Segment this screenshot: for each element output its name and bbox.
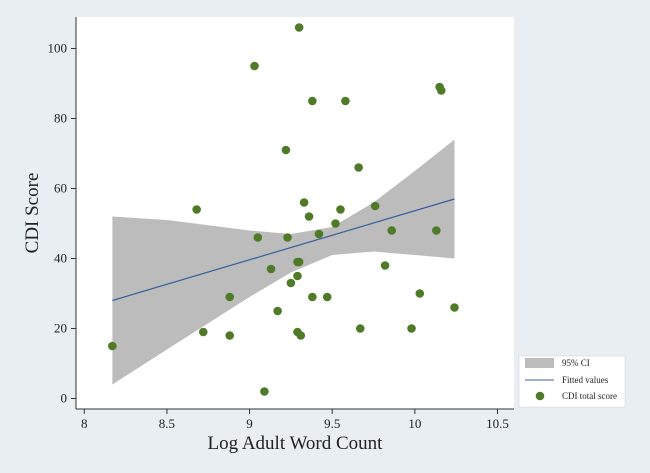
data-point xyxy=(250,61,259,71)
data-point xyxy=(283,233,292,242)
x-tick-label: 8.5 xyxy=(159,416,175,431)
legend: 95% CI Fitted values CDI total score xyxy=(518,355,626,408)
data-point xyxy=(294,257,304,267)
points-layer xyxy=(108,23,459,396)
x-tick-label: 8 xyxy=(81,416,88,431)
data-point xyxy=(273,306,282,316)
legend-ci-swatch xyxy=(525,358,554,368)
legend-fit-label: Fitted values xyxy=(562,375,609,385)
y-tick-label: 20 xyxy=(54,321,67,336)
y-tick-label: 0 xyxy=(61,391,68,406)
x-axis-title: Log Adult Word Count xyxy=(208,433,384,454)
x-tick-label: 10 xyxy=(408,416,421,431)
data-point xyxy=(286,278,296,288)
data-point xyxy=(432,226,441,235)
ci-band xyxy=(112,139,455,385)
y-tick-label: 100 xyxy=(48,41,68,56)
data-point xyxy=(450,303,459,312)
data-point xyxy=(308,96,317,106)
data-point xyxy=(299,198,309,207)
data-point xyxy=(253,233,263,242)
data-point xyxy=(387,226,396,235)
data-point xyxy=(354,163,363,172)
data-point xyxy=(260,387,269,396)
data-point xyxy=(198,327,208,337)
data-point xyxy=(308,292,317,302)
y-tick-label: 40 xyxy=(54,251,67,266)
data-point xyxy=(322,292,332,302)
x-tick-label: 9.5 xyxy=(324,416,340,431)
legend-points-label: CDI total score xyxy=(562,391,617,401)
data-point xyxy=(266,264,276,274)
data-point xyxy=(296,331,306,340)
data-point xyxy=(281,145,291,155)
legend-points-swatch xyxy=(535,391,545,401)
data-point xyxy=(108,341,117,351)
data-point xyxy=(415,289,425,298)
ci-band-layer xyxy=(112,139,455,385)
x-tick-label: 9 xyxy=(246,416,253,431)
fit-line xyxy=(112,198,455,302)
data-point xyxy=(380,261,390,270)
data-point xyxy=(314,229,324,239)
data-point xyxy=(336,205,345,214)
x-tick-label: 10.5 xyxy=(486,416,509,431)
fit-line-layer xyxy=(112,198,455,302)
data-point xyxy=(225,292,235,302)
data-point xyxy=(294,23,304,32)
y-tick-label: 60 xyxy=(54,181,67,196)
data-point xyxy=(407,324,416,333)
data-point xyxy=(293,271,302,281)
data-point xyxy=(436,86,446,95)
axes-layer: 8 8.5 9 9.5 10 10.5 0 20 40 60 80 100 xyxy=(48,17,514,431)
y-axis-title: CDI Score xyxy=(22,173,43,254)
data-point xyxy=(192,205,201,214)
data-point xyxy=(304,212,314,221)
data-point xyxy=(370,201,380,211)
data-point xyxy=(331,219,340,228)
data-point xyxy=(355,324,365,333)
legend-ci-label: 95% CI xyxy=(562,358,590,368)
data-point xyxy=(225,331,235,340)
y-tick-label: 80 xyxy=(54,111,67,126)
data-point xyxy=(341,96,350,106)
